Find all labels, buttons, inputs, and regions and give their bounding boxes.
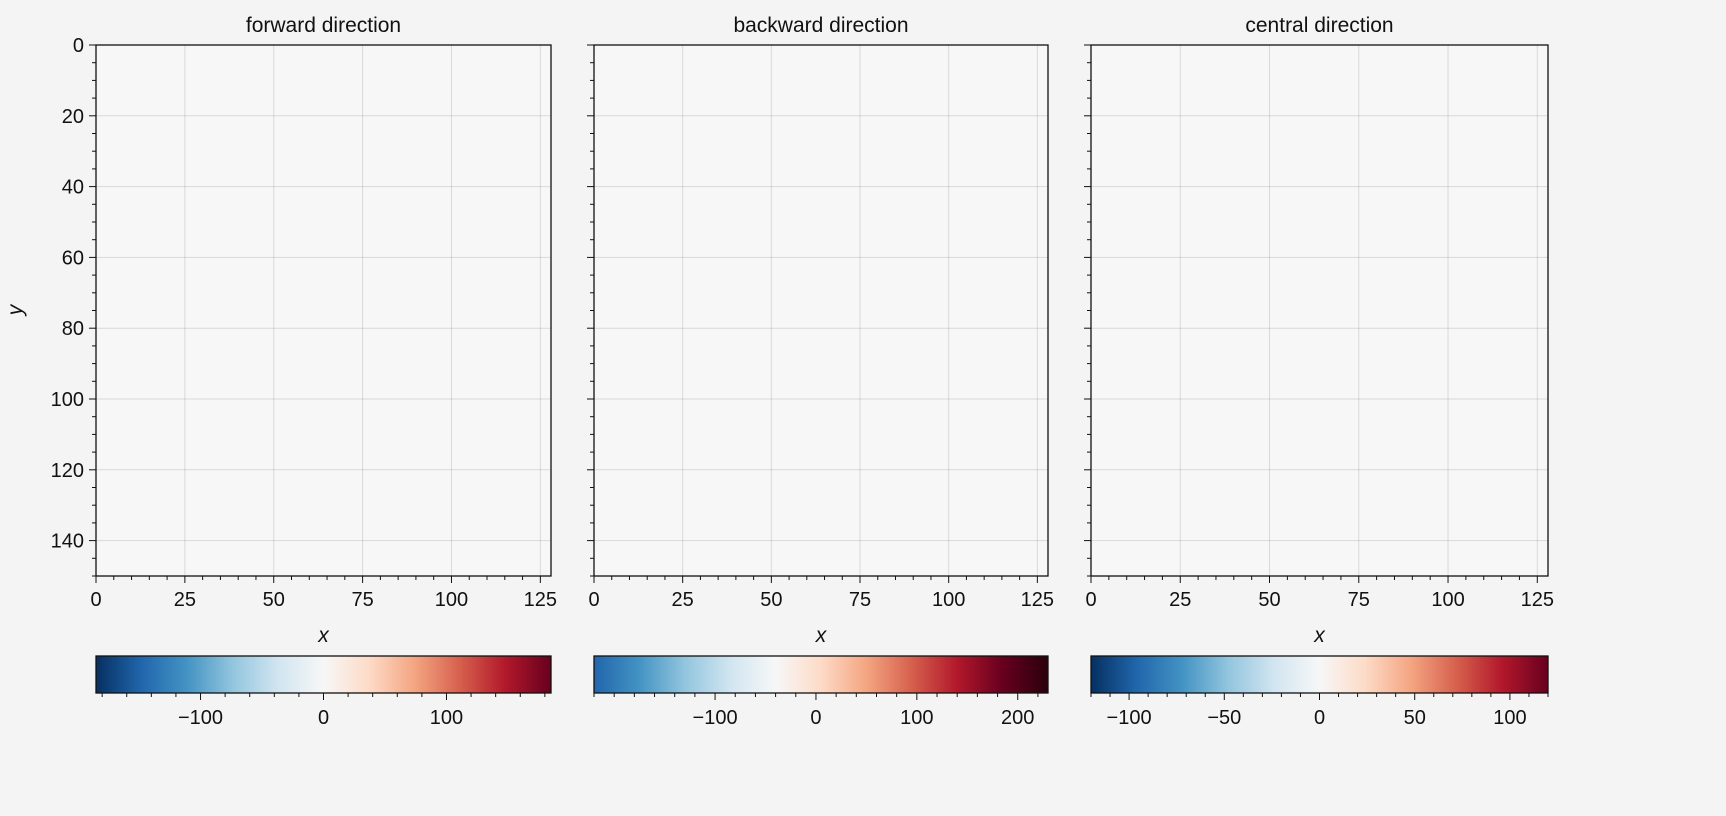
panel-1: 0 25 50 75 100 125 0 20 40 60 80 100 120 140 forward d… <box>51 14 557 729</box>
x-tick-label: 75 <box>351 589 373 611</box>
panel-3: 0 25 50 75 100 125 central direction x −100 −50 0 5… <box>1084 14 1554 729</box>
x-tick-label: 0 <box>90 589 101 611</box>
x-tick-label: 75 <box>1348 589 1370 611</box>
colorbar-tick-label: 100 <box>900 707 933 729</box>
x-tick-label: 100 <box>435 589 468 611</box>
colorbar-tick-label: −50 <box>1207 707 1241 729</box>
colorbar <box>593 655 1049 694</box>
y-tick-label: 0 <box>73 35 84 57</box>
x-tick-label: 125 <box>1021 589 1054 611</box>
x-axis-label: x <box>815 624 828 647</box>
y-tick-label: 20 <box>62 106 84 128</box>
plot-area <box>594 45 1048 576</box>
colorbar-tick-label: 0 <box>1314 707 1325 729</box>
x-tick-label: 50 <box>1258 589 1280 611</box>
colorbar-tick-label: 0 <box>318 707 329 729</box>
x-tick-label: 100 <box>1431 589 1464 611</box>
y-tick-label: 80 <box>62 318 84 340</box>
colorbar-tick-label: 100 <box>430 707 463 729</box>
colorbar-tick-label: 0 <box>810 707 821 729</box>
plot-area <box>96 45 551 576</box>
panel-title: central direction <box>1245 14 1393 37</box>
x-tick-label: 100 <box>932 589 965 611</box>
y-tick-label: 60 <box>62 247 84 269</box>
colorbar <box>95 655 552 694</box>
x-tick-label: 50 <box>760 589 782 611</box>
x-tick-label: 25 <box>1169 589 1191 611</box>
colorbar-tick-label: −100 <box>178 707 223 729</box>
panel-2: 0 25 50 75 100 125 backward direction x −100 0 100… <box>587 14 1054 729</box>
colorbar-tick-label: 200 <box>1001 707 1034 729</box>
x-axis-label: x <box>317 624 330 647</box>
panel-title: forward direction <box>246 14 401 37</box>
x-tick-label: 125 <box>1521 589 1554 611</box>
panel-title: backward direction <box>733 14 908 37</box>
x-tick-label: 0 <box>588 589 599 611</box>
x-tick-label: 0 <box>1085 589 1096 611</box>
x-tick-label: 25 <box>174 589 196 611</box>
colorbar-tick-label: 50 <box>1404 707 1426 729</box>
x-tick-label: 125 <box>524 589 557 611</box>
y-tick-label: 100 <box>51 389 84 411</box>
x-axis-label: x <box>1313 624 1326 647</box>
x-tick-label: 50 <box>263 589 285 611</box>
shared-ylabel: y <box>4 303 27 317</box>
x-tick-label: 75 <box>849 589 871 611</box>
colorbar <box>1090 655 1549 694</box>
x-tick-label: 25 <box>672 589 694 611</box>
colorbar-tick-label: −100 <box>693 707 738 729</box>
y-tick-label: 140 <box>51 531 84 553</box>
colorbar-tick-label: 100 <box>1493 707 1526 729</box>
y-tick-label: 120 <box>51 460 84 482</box>
colorbar-tick-label: −100 <box>1107 707 1152 729</box>
y-tick-label: 40 <box>62 177 84 199</box>
plot-area <box>1091 45 1548 576</box>
